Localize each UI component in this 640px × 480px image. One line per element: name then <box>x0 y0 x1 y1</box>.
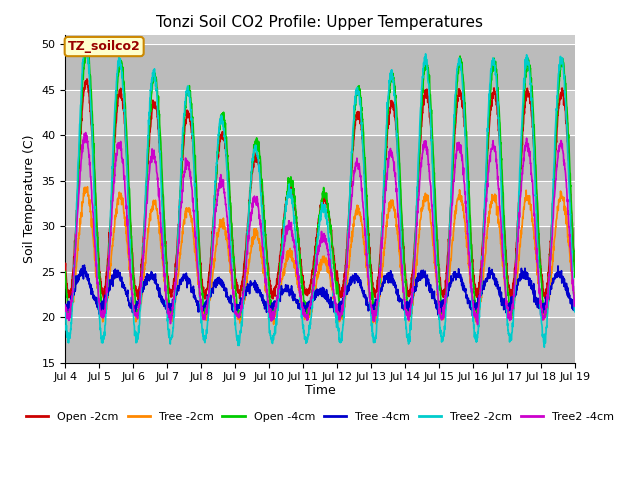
Y-axis label: Soil Temperature (C): Soil Temperature (C) <box>23 135 36 263</box>
Bar <box>65 90 575 135</box>
Legend: Open -2cm, Tree -2cm, Open -4cm, Tree -4cm, Tree2 -2cm, Tree2 -4cm: Open -2cm, Tree -2cm, Open -4cm, Tree -4… <box>22 408 618 426</box>
Bar <box>65 135 575 181</box>
Bar <box>65 45 575 90</box>
Bar <box>65 272 575 317</box>
Bar <box>65 181 575 226</box>
Bar <box>65 317 575 362</box>
X-axis label: Time: Time <box>305 384 335 396</box>
Bar <box>65 226 575 272</box>
Text: TZ_soilco2: TZ_soilco2 <box>68 40 141 53</box>
Title: Tonzi Soil CO2 Profile: Upper Temperatures: Tonzi Soil CO2 Profile: Upper Temperatur… <box>157 15 483 30</box>
